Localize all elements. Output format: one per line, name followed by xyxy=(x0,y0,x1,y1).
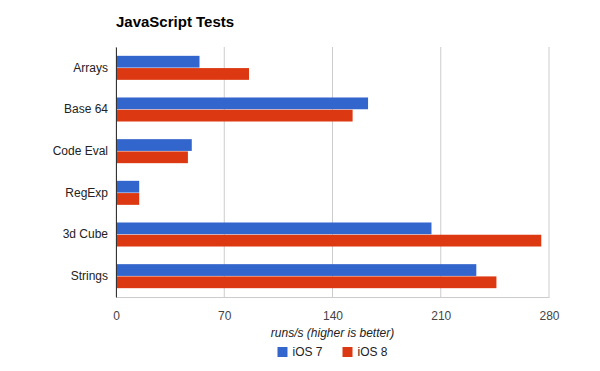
legend-label: iOS 8 xyxy=(358,345,388,359)
legend: iOS 7 iOS 8 xyxy=(277,345,387,359)
y-axis: Arrays Base 64 Code Eval RegExp 3d Cube Strin… xyxy=(53,48,117,298)
tick: 210 xyxy=(431,297,451,323)
category-label: Strings xyxy=(71,269,108,283)
grid-line xyxy=(116,47,117,297)
bar xyxy=(116,151,188,163)
bar xyxy=(116,56,200,68)
bar xyxy=(116,235,541,247)
tick-label: 70 xyxy=(218,309,232,323)
legend-label: iOS 7 xyxy=(292,345,322,359)
chart: JavaScript Tests 0 70 140 210 280 Arrays Base 6… xyxy=(0,0,600,371)
bar xyxy=(116,68,249,80)
bar xyxy=(116,110,353,122)
tick-label: 140 xyxy=(323,309,343,323)
x-axis-title: runs/s (higher is better) xyxy=(271,326,394,340)
bar xyxy=(116,264,476,276)
tick: 140 xyxy=(323,297,343,323)
category: RegExp xyxy=(65,186,108,200)
bar xyxy=(116,276,496,288)
tick: 0 xyxy=(113,297,120,323)
bar xyxy=(116,222,431,234)
grid-line xyxy=(224,47,225,297)
category-label: Code Eval xyxy=(53,144,108,158)
grid-line xyxy=(440,47,441,297)
legend-item: iOS 7 xyxy=(277,345,322,359)
bar xyxy=(116,139,192,151)
category: Code Eval xyxy=(53,144,108,158)
tick-label: 0 xyxy=(113,309,120,323)
category-label: Arrays xyxy=(73,61,108,75)
title: JavaScript Tests xyxy=(116,13,234,30)
category-label: 3d Cube xyxy=(63,227,109,241)
legend-swatch xyxy=(277,347,287,357)
category-label: RegExp xyxy=(65,186,108,200)
y-axis-line xyxy=(116,48,117,298)
legend-swatch xyxy=(343,347,353,357)
category-label: Base 64 xyxy=(64,102,108,116)
tick: 280 xyxy=(539,297,559,323)
bars xyxy=(116,56,541,288)
x-axis: 0 70 140 210 280 xyxy=(113,297,560,323)
chart-container: JavaScript Tests 0 70 140 210 280 Arrays Base 6… xyxy=(0,0,600,371)
bar xyxy=(116,181,139,193)
category: Base 64 xyxy=(64,102,108,116)
tick-label: 280 xyxy=(539,309,559,323)
bar xyxy=(116,193,139,205)
bar xyxy=(116,97,368,109)
x-axis-line xyxy=(117,297,550,298)
tick-label: 210 xyxy=(431,309,451,323)
category: 3d Cube xyxy=(63,227,109,241)
grid-line xyxy=(332,47,333,297)
legend-item: iOS 8 xyxy=(343,345,388,359)
category: Strings xyxy=(71,269,108,283)
category: Arrays xyxy=(73,61,108,75)
tick: 70 xyxy=(218,297,232,323)
grid xyxy=(116,47,549,297)
grid-line xyxy=(549,47,550,297)
